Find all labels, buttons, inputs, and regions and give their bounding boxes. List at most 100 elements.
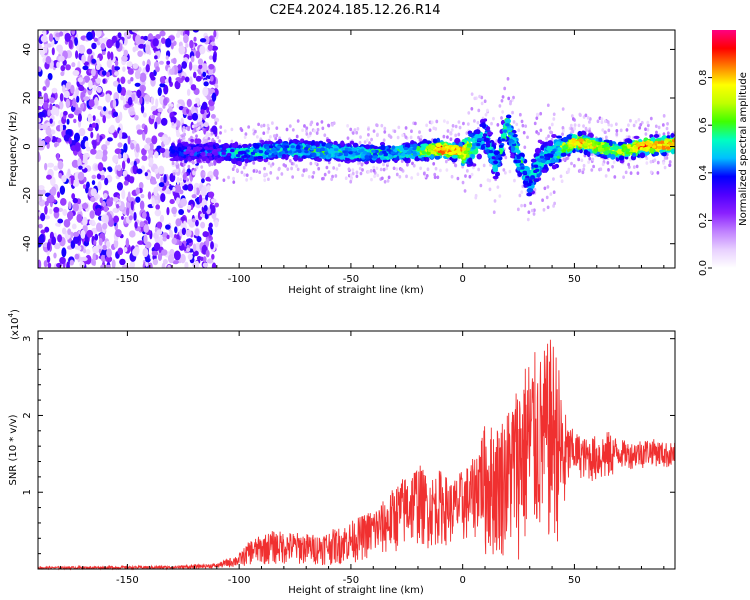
spectrogram-cell: [375, 166, 379, 171]
spectrogram-cell: [269, 171, 273, 175]
spectrogram-cell: [53, 252, 57, 259]
spectrogram-cell: [526, 192, 533, 197]
spectrogram-cell: [227, 175, 230, 180]
spectrogram-cell: [167, 254, 175, 264]
spectrogram-cell: [60, 65, 66, 72]
spectrogram-cell: [195, 165, 199, 170]
spectrogram-cell: [121, 160, 126, 171]
spectrogram-cell: [515, 122, 519, 127]
spectrogram-cell: [470, 172, 474, 177]
spectrogram-cell: [450, 174, 454, 179]
spectrogram-cell: [311, 175, 315, 179]
spectrogram-cell: [213, 169, 219, 178]
spectrogram-cell: [198, 64, 203, 70]
spectrogram-cell: [49, 103, 53, 111]
spectrogram-cell: [646, 120, 650, 125]
spectrogram-cell: [192, 112, 199, 121]
spectrogram-cell: [659, 149, 664, 153]
spectrogram-cell: [218, 139, 221, 143]
spectrogram-cell: [150, 76, 156, 81]
spectrogram-cell: [96, 173, 102, 180]
spectrogram-cell: [545, 195, 549, 200]
spectrogram-cell: [360, 162, 364, 167]
spectrogram-cell: [102, 244, 107, 251]
spectrogram-cell: [389, 135, 393, 139]
spectrogram-cell: [404, 126, 408, 130]
spectrogram-cell: [498, 104, 502, 108]
spectrogram-cell: [663, 165, 667, 170]
spectrogram-cell: [203, 35, 210, 45]
spectrogram-cell: [167, 189, 172, 195]
spectrogram-cell: [392, 166, 396, 171]
spectrogram-cell: [44, 162, 48, 171]
spectrogram-cell: [613, 175, 617, 179]
spectrogram-cell: [355, 174, 359, 179]
spectrogram-cell: [192, 64, 199, 72]
spectrogram-cell: [181, 227, 187, 236]
spectrogram-cell: [91, 58, 97, 64]
spectrogram-cell: [370, 137, 373, 142]
spectrogram-cell: [306, 135, 310, 139]
spectrogram-cell: [203, 121, 209, 128]
spectrogram-cell: [166, 207, 170, 216]
spectrogram-cell: [195, 219, 199, 227]
spectrogram-cell: [59, 185, 66, 195]
spectrogram-cell: [50, 186, 57, 196]
spectrogram-cell: [93, 84, 97, 92]
spectrogram-cell: [601, 128, 605, 132]
spectrogram-cell: [382, 138, 386, 143]
spectrogram-cell: [58, 55, 65, 62]
spectrogram-cell: [501, 138, 506, 142]
spectrogram-cell: [472, 165, 475, 170]
spectrogram-cell: [55, 222, 61, 227]
spectrogram-cell: [479, 183, 483, 188]
spectrogram-cell: [235, 168, 239, 172]
spectrogram-cell: [240, 170, 244, 175]
spectrogram-cell: [231, 167, 235, 171]
spectrogram-cell: [191, 124, 195, 129]
spectrogram-cell: [170, 116, 177, 124]
spectrogram-cell: [523, 203, 527, 208]
spectrogram-cell: [632, 165, 636, 169]
spectrogram-cell: [202, 140, 206, 145]
spectrogram-cell: [148, 157, 154, 166]
spectrogram-cell: [144, 94, 151, 102]
spectrogram-cell: [79, 261, 85, 268]
spectrogram-cell: [277, 166, 281, 171]
spectrogram-cell: [210, 241, 214, 250]
spectrogram-cell: [195, 203, 201, 209]
spectrogram-cell: [203, 81, 209, 87]
spectrogram-cell: [163, 97, 168, 106]
spectrogram-cell: [126, 90, 133, 96]
spectrogram-cell: [222, 178, 226, 182]
spectrogram-cell: [662, 114, 666, 118]
spectrogram-cell: [500, 116, 503, 120]
spectrogram-cell: [138, 43, 145, 49]
spectrogram-cell: [465, 169, 469, 173]
spectrogram-cell: [82, 248, 87, 254]
spectrogram-cell: [63, 218, 71, 228]
spectrogram-cell: [151, 250, 159, 256]
spectrogram-cell: [312, 170, 316, 175]
spectrogram-cell: [145, 257, 151, 263]
spectrogram-cell: [333, 140, 338, 146]
spectrogram-cell: [163, 84, 169, 95]
spectrogram-cell: [588, 117, 592, 121]
spectrogram-cell: [56, 191, 61, 199]
spectrogram-cell: [202, 262, 209, 268]
spectrogram-cell: [477, 108, 481, 113]
spectrogram-cell: [141, 211, 147, 219]
spectrogram-cell: [205, 130, 210, 139]
spectrogram-cell: [486, 108, 489, 113]
spectrogram-cell: [101, 51, 106, 56]
spectrogram-cell: [570, 161, 573, 166]
spectrogram-cell: [119, 258, 126, 266]
spectrogram-cell: [94, 96, 99, 106]
spectrogram-cell: [175, 168, 179, 173]
spectrogram-cell: [661, 123, 665, 127]
spectrogram-cell: [214, 219, 219, 228]
spectrogram-cell: [532, 208, 536, 212]
spectrogram-cell: [430, 120, 434, 125]
spectrogram-cell: [47, 72, 53, 81]
spectrogram-cell: [488, 152, 494, 157]
